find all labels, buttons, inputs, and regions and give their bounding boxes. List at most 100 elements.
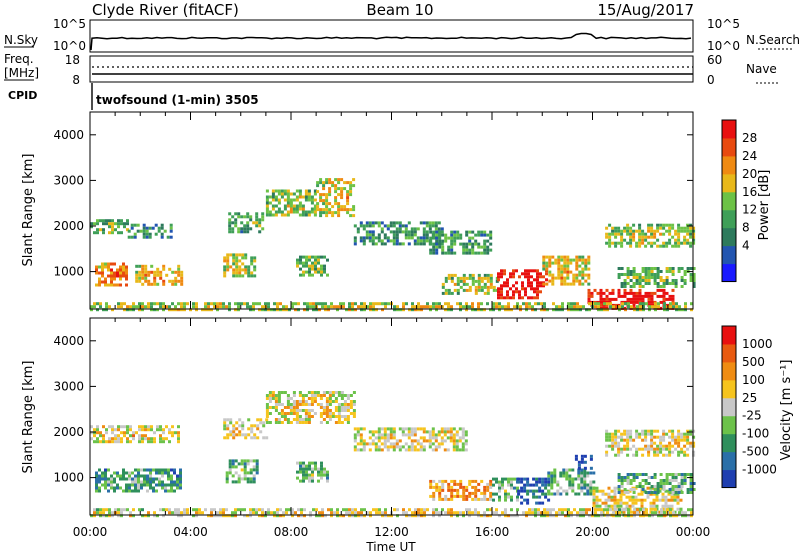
- rti-cell: [271, 204, 275, 208]
- rti-cell: [173, 483, 176, 487]
- rti-cell: [323, 470, 326, 474]
- rti-cell: [136, 229, 140, 233]
- rti-cell: [677, 485, 681, 488]
- rti-cell: [483, 239, 487, 243]
- rti-cell: [578, 279, 582, 283]
- colorbar-segment: [722, 469, 736, 489]
- rti-cell: [101, 280, 104, 284]
- rti-cell: [574, 454, 578, 458]
- rti-cell: [219, 511, 222, 515]
- rti-cell: [531, 305, 534, 309]
- rti-cell: [526, 480, 530, 484]
- rti-cell: [429, 239, 433, 243]
- rti-cell: [301, 409, 305, 412]
- rti-cell: [371, 430, 375, 434]
- rti-cell: [144, 276, 148, 280]
- rti-cell: [568, 477, 572, 481]
- rti-cell: [602, 297, 606, 301]
- rti-cell: [314, 467, 317, 471]
- rti-cell: [616, 504, 620, 508]
- rti-cell: [310, 198, 314, 202]
- rti-cell: [568, 480, 572, 484]
- rti-cell: [117, 219, 120, 223]
- rti-cell: [362, 242, 366, 246]
- rti-cell: [138, 440, 141, 444]
- rti-cell: [665, 291, 669, 295]
- rti-cell: [632, 491, 636, 494]
- rti-cell: [534, 511, 537, 515]
- rti-cell: [689, 232, 693, 236]
- rti-cell: [316, 181, 320, 185]
- rti-cell: [452, 427, 456, 431]
- rti-cell: [228, 471, 232, 475]
- rti-cell: [177, 308, 180, 312]
- rti-cell: [353, 433, 357, 437]
- rti-cell: [690, 302, 693, 306]
- rti-cell: [599, 291, 603, 295]
- rti-cell: [348, 511, 351, 515]
- y-tick-label: 4000: [53, 128, 84, 142]
- rti-cell: [144, 437, 147, 441]
- rti-cell: [157, 226, 161, 230]
- rti-cell: [295, 415, 299, 418]
- rti-cell: [432, 491, 436, 495]
- rti-cell: [96, 428, 99, 432]
- rti-cell: [101, 483, 104, 487]
- rti-cell: [198, 511, 201, 515]
- rti-cell: [614, 432, 618, 436]
- rti-cell: [405, 511, 408, 515]
- rti-cell: [365, 221, 369, 225]
- rti-cell: [164, 468, 167, 472]
- rti-cell: [156, 302, 159, 306]
- rti-cell: [177, 270, 181, 274]
- rti-cell: [313, 412, 317, 415]
- rti-cell: [459, 494, 463, 498]
- rti-cell: [337, 418, 341, 421]
- rti-cell: [517, 477, 521, 481]
- rti-cell: [349, 400, 353, 403]
- rti-cell: [346, 403, 350, 406]
- rti-cell: [550, 492, 554, 496]
- rti-cell: [477, 279, 481, 283]
- rti-cell: [316, 403, 320, 406]
- rti-cell: [668, 473, 672, 476]
- rti-cell: [304, 400, 308, 403]
- rti-cell: [390, 514, 393, 518]
- rti-cell: [243, 227, 247, 231]
- rti-cell: [557, 273, 561, 277]
- rti-cell: [468, 511, 471, 515]
- rti-cell: [359, 448, 363, 452]
- colorbar-segment: [722, 155, 736, 175]
- rti-cell: [677, 491, 681, 494]
- rti-cell: [352, 205, 356, 209]
- rti-cell: [425, 439, 429, 443]
- rti-cell: [354, 511, 357, 515]
- rti-cell: [325, 397, 329, 400]
- rti-cell: [536, 269, 539, 273]
- rti-cell: [650, 232, 654, 236]
- rti-cell: [677, 232, 681, 236]
- rti-cell: [362, 439, 366, 443]
- rti-cell: [304, 192, 308, 196]
- rti-cell: [432, 494, 436, 498]
- rti-cell: [440, 442, 444, 446]
- rti-cell: [126, 428, 129, 432]
- rti-cell: [594, 511, 597, 515]
- rti-cell: [434, 436, 438, 440]
- rti-cell: [437, 430, 441, 434]
- rti-cell: [486, 514, 489, 518]
- rti-cell: [110, 477, 113, 481]
- rti-cell: [582, 508, 585, 512]
- rti-cell: [315, 514, 318, 518]
- rti-cell: [650, 441, 654, 445]
- rti-cell: [683, 438, 687, 442]
- rti-cell: [647, 241, 651, 245]
- rti-cell: [619, 504, 623, 508]
- rti-cell: [337, 202, 341, 206]
- rti-cell: [504, 308, 507, 312]
- rti-cell: [174, 276, 178, 280]
- rti-cell: [125, 274, 128, 278]
- rti-cell: [652, 498, 656, 502]
- rti-cell: [610, 504, 614, 508]
- rti-cell: [677, 223, 681, 227]
